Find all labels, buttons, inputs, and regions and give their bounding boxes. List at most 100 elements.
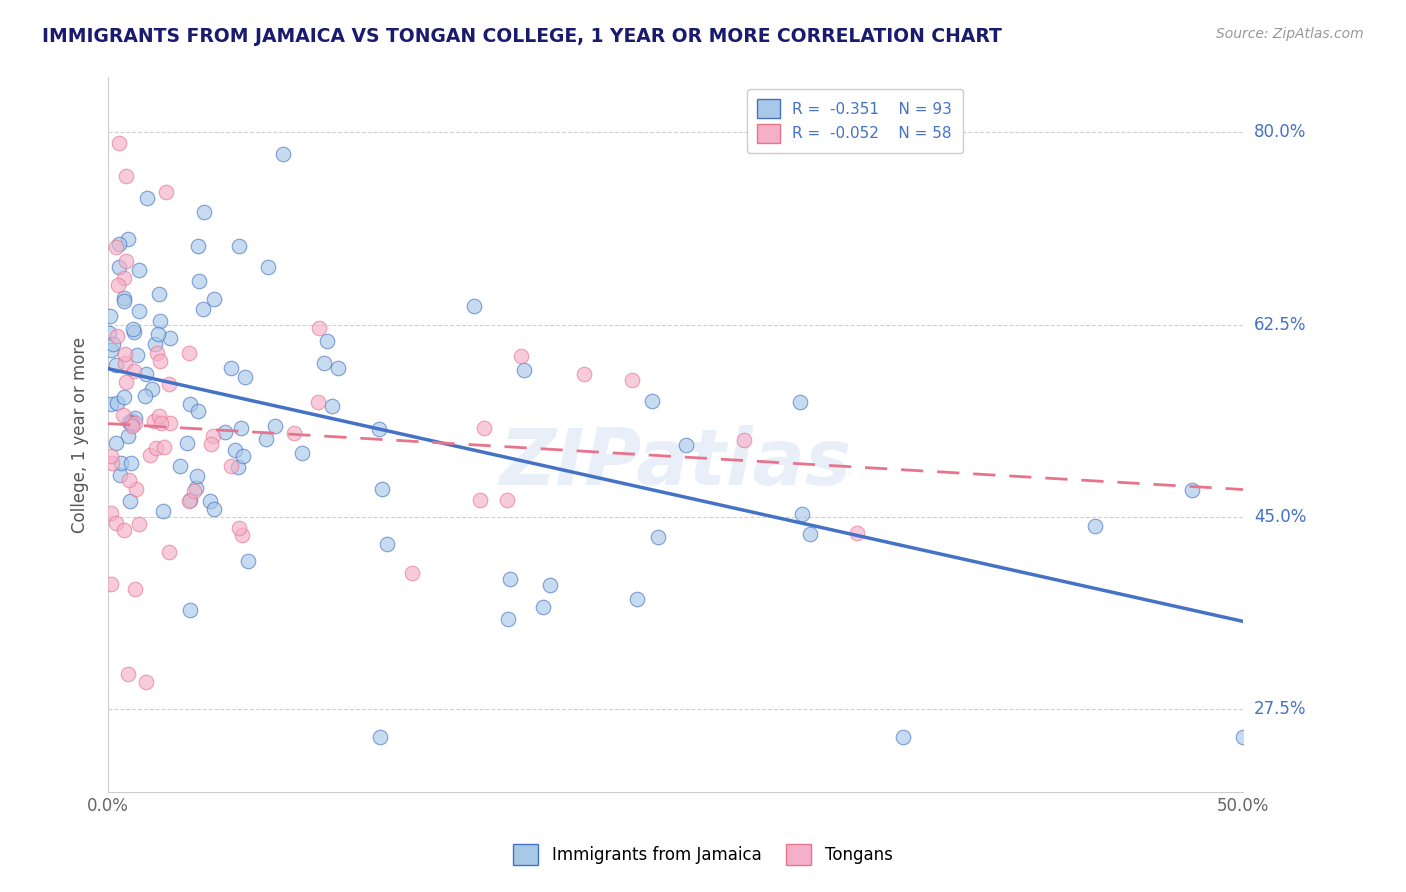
Point [122, 364, 145, 378]
Point [108, 467, 131, 482]
Point [117, 667, 139, 681]
Legend: Immigrants from Jamaica, Tongans: Immigrants from Jamaica, Tongans [503, 834, 903, 875]
Point [120, 494, 142, 508]
Point [118, 415, 141, 429]
Point [128, 303, 150, 318]
Point [283, 425, 305, 440]
Point [110, 456, 132, 470]
Point [101, 456, 124, 470]
Point [463, 299, 485, 313]
Point [307, 394, 329, 409]
Point [176, 436, 198, 450]
Point [101, 337, 124, 351]
Text: 45.0%: 45.0% [1254, 508, 1306, 526]
Point [153, 441, 176, 455]
Point [114, 356, 136, 370]
Point [120, 417, 142, 431]
Point [121, 419, 143, 434]
Point [254, 432, 277, 446]
Point [499, 572, 522, 586]
Point [1181, 483, 1204, 497]
Point [148, 409, 170, 424]
Point [155, 185, 177, 199]
Point [108, 136, 131, 151]
Point [233, 369, 256, 384]
Point [105, 396, 128, 410]
Point [159, 330, 181, 344]
Point [100, 577, 122, 591]
Point [115, 375, 138, 389]
Point [100, 507, 122, 521]
Text: IMMIGRANTS FROM JAMAICA VS TONGAN COLLEGE, 1 YEAR OR MORE CORRELATION CHART: IMMIGRANTS FROM JAMAICA VS TONGAN COLLEG… [42, 27, 1002, 45]
Point [790, 507, 813, 521]
Point [401, 566, 423, 580]
Point [510, 349, 533, 363]
Legend: R =  -0.351    N = 93, R =  -0.052    N = 58: R = -0.351 N = 93, R = -0.052 N = 58 [747, 88, 963, 153]
Point [104, 436, 127, 450]
Point [112, 271, 135, 285]
Point [328, 360, 350, 375]
Point [121, 418, 143, 433]
Point [179, 346, 201, 360]
Point [219, 458, 242, 473]
Point [122, 322, 145, 336]
Point [159, 545, 181, 559]
Point [125, 482, 148, 496]
Point [179, 603, 201, 617]
Point [531, 599, 554, 614]
Point [128, 262, 150, 277]
Point [371, 482, 394, 496]
Point [231, 421, 253, 435]
Point [117, 232, 139, 246]
Point [149, 354, 172, 368]
Point [538, 578, 561, 592]
Point [647, 530, 669, 544]
Point [112, 390, 135, 404]
Point [1084, 518, 1107, 533]
Point [157, 377, 180, 392]
Point [626, 592, 648, 607]
Point [150, 417, 173, 431]
Point [128, 517, 150, 532]
Point [124, 582, 146, 597]
Point [98, 310, 121, 324]
Point [100, 449, 122, 463]
Point [118, 473, 141, 487]
Text: 80.0%: 80.0% [1254, 123, 1306, 142]
Point [112, 294, 135, 309]
Point [125, 348, 148, 362]
Point [221, 361, 243, 376]
Point [308, 321, 330, 335]
Point [148, 286, 170, 301]
Point [231, 528, 253, 542]
Point [368, 422, 391, 436]
Point [143, 413, 166, 427]
Point [198, 494, 221, 508]
Point [108, 237, 131, 252]
Point [186, 481, 208, 495]
Point [115, 169, 138, 184]
Point [100, 397, 122, 411]
Point [572, 367, 595, 381]
Point [124, 325, 146, 339]
Point [496, 612, 519, 626]
Y-axis label: College, 1 year or more: College, 1 year or more [72, 336, 89, 533]
Point [214, 425, 236, 439]
Point [111, 409, 134, 423]
Point [290, 445, 312, 459]
Text: ZIPatlas: ZIPatlas [499, 425, 852, 501]
Point [105, 240, 128, 254]
Point [675, 438, 697, 452]
Point [135, 674, 157, 689]
Point [124, 411, 146, 425]
Point [224, 442, 246, 457]
Point [375, 537, 398, 551]
Point [188, 274, 211, 288]
Point [496, 492, 519, 507]
Point [271, 147, 294, 161]
Point [177, 493, 200, 508]
Point [105, 358, 128, 372]
Point [120, 456, 142, 470]
Point [228, 521, 250, 535]
Point [179, 396, 201, 410]
